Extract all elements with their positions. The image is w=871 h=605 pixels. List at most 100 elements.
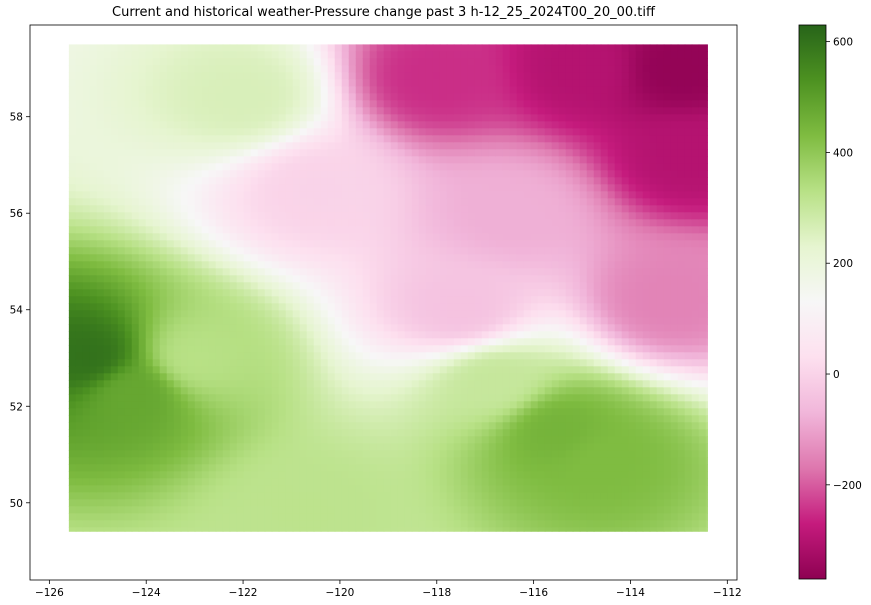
heatmap-cell bbox=[523, 303, 532, 311]
heatmap-cell bbox=[68, 289, 77, 297]
heatmap-cell bbox=[313, 422, 322, 430]
heatmap-cell bbox=[565, 163, 574, 171]
heatmap-cell bbox=[75, 373, 84, 381]
heatmap-cell bbox=[537, 114, 546, 122]
heatmap-cell bbox=[369, 212, 378, 220]
heatmap-cell bbox=[362, 156, 371, 164]
heatmap-cell bbox=[404, 142, 413, 150]
heatmap-cell bbox=[467, 478, 476, 486]
heatmap-cell bbox=[488, 86, 497, 94]
heatmap-cell bbox=[530, 233, 539, 241]
heatmap-cell bbox=[243, 429, 252, 437]
heatmap-cell bbox=[124, 506, 133, 514]
heatmap-cell bbox=[278, 359, 287, 367]
heatmap-cell bbox=[467, 380, 476, 388]
heatmap-cell bbox=[173, 93, 182, 101]
heatmap-cell bbox=[376, 464, 385, 472]
heatmap-cell bbox=[334, 79, 343, 87]
heatmap-cell bbox=[376, 114, 385, 122]
heatmap-cell bbox=[306, 499, 315, 507]
heatmap-cell bbox=[397, 275, 406, 283]
heatmap-cell bbox=[110, 233, 119, 241]
heatmap-cell bbox=[278, 527, 287, 532]
heatmap-cell bbox=[124, 499, 133, 507]
heatmap-cell bbox=[418, 429, 427, 437]
heatmap-cell bbox=[166, 184, 175, 192]
heatmap-cell bbox=[215, 401, 224, 409]
heatmap-cell bbox=[89, 450, 98, 458]
heatmap-cell bbox=[355, 254, 364, 262]
heatmap-cell bbox=[544, 289, 553, 297]
heatmap-cell bbox=[68, 506, 77, 514]
heatmap-cell bbox=[75, 184, 84, 192]
heatmap-cell bbox=[397, 296, 406, 304]
heatmap-cell bbox=[495, 366, 504, 374]
heatmap-cell bbox=[187, 422, 196, 430]
heatmap-cell bbox=[138, 338, 147, 346]
heatmap-cell bbox=[530, 408, 539, 416]
heatmap-cell bbox=[320, 380, 329, 388]
heatmap-cell bbox=[208, 114, 217, 122]
heatmap-cell bbox=[530, 275, 539, 283]
heatmap-cell bbox=[523, 191, 532, 199]
heatmap-cell bbox=[558, 485, 567, 493]
heatmap-cell bbox=[355, 492, 364, 500]
heatmap-cell bbox=[236, 247, 245, 255]
heatmap-cell bbox=[537, 254, 546, 262]
heatmap-cell bbox=[432, 233, 441, 241]
heatmap-cell bbox=[138, 436, 147, 444]
heatmap-cell bbox=[481, 492, 490, 500]
heatmap-cell bbox=[537, 261, 546, 269]
heatmap-cell bbox=[152, 170, 161, 178]
heatmap-cell bbox=[327, 58, 336, 66]
heatmap-cell bbox=[117, 177, 126, 185]
heatmap-cell bbox=[271, 464, 280, 472]
heatmap-cell bbox=[187, 212, 196, 220]
heatmap-cell bbox=[306, 457, 315, 465]
heatmap-cell bbox=[481, 233, 490, 241]
heatmap-cell bbox=[103, 191, 112, 199]
heatmap-cell bbox=[299, 65, 308, 73]
heatmap-cell bbox=[404, 485, 413, 493]
heatmap-cell bbox=[558, 352, 567, 360]
heatmap-cell bbox=[180, 44, 189, 52]
heatmap-cell bbox=[509, 296, 518, 304]
heatmap-cell bbox=[390, 485, 399, 493]
heatmap-cell bbox=[334, 44, 343, 52]
heatmap-cell bbox=[117, 296, 126, 304]
heatmap-cell bbox=[495, 324, 504, 332]
heatmap-cell bbox=[201, 457, 210, 465]
heatmap-cell bbox=[306, 261, 315, 269]
heatmap-cell bbox=[495, 289, 504, 297]
heatmap-cell bbox=[467, 121, 476, 129]
heatmap-cell bbox=[523, 93, 532, 101]
heatmap-cell bbox=[89, 520, 98, 528]
heatmap-cell bbox=[453, 65, 462, 73]
heatmap-cell bbox=[75, 268, 84, 276]
heatmap-cell bbox=[124, 310, 133, 318]
heatmap-cell bbox=[110, 275, 119, 283]
heatmap-cell bbox=[68, 212, 77, 220]
heatmap-cell bbox=[257, 100, 266, 108]
heatmap-cell bbox=[453, 261, 462, 269]
heatmap-cell bbox=[460, 275, 469, 283]
heatmap-cell bbox=[362, 268, 371, 276]
heatmap-cell bbox=[299, 282, 308, 290]
heatmap-cell bbox=[222, 352, 231, 360]
heatmap-cell bbox=[124, 380, 133, 388]
heatmap-cell bbox=[509, 142, 518, 150]
heatmap-cell bbox=[187, 44, 196, 52]
heatmap-cell bbox=[467, 44, 476, 52]
heatmap-cell bbox=[516, 527, 525, 532]
heatmap-cell bbox=[110, 212, 119, 220]
heatmap-cell bbox=[257, 464, 266, 472]
heatmap-cell bbox=[68, 219, 77, 227]
heatmap-cell bbox=[460, 485, 469, 493]
heatmap-cell bbox=[488, 135, 497, 143]
heatmap-cell bbox=[236, 93, 245, 101]
heatmap-cell bbox=[460, 352, 469, 360]
heatmap-cell bbox=[159, 317, 168, 325]
heatmap-cell bbox=[509, 51, 518, 59]
heatmap-cell bbox=[103, 205, 112, 213]
heatmap-cell bbox=[82, 513, 91, 521]
